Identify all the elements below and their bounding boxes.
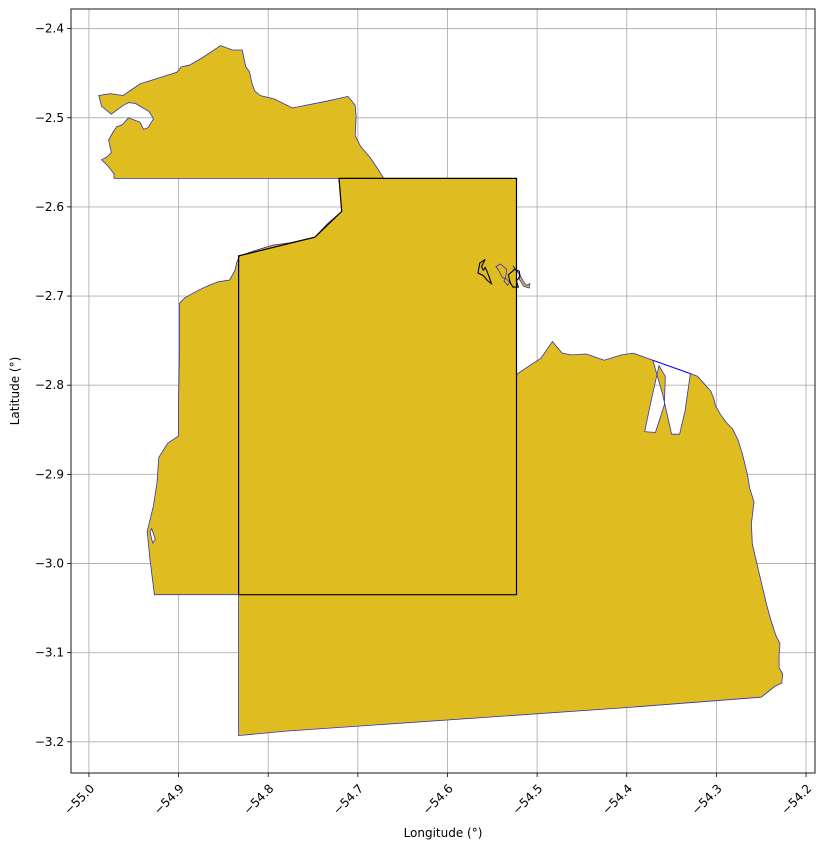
- y-tick-label: −2.9: [35, 467, 64, 481]
- boundary-layer: [238, 177, 521, 596]
- y-tick-label: −2.6: [35, 200, 64, 214]
- boundary-polygon: [238, 177, 518, 596]
- y-axis-label: Latitude (°): [8, 357, 22, 426]
- y-tick-label: −3.1: [35, 646, 64, 660]
- y-tick-label: −2.7: [35, 289, 64, 303]
- municipality-region: [98, 45, 784, 737]
- x-tick-label: −54.7: [330, 781, 366, 817]
- coastline-segment: [652, 359, 691, 375]
- boundary-small-outline: [477, 259, 493, 286]
- x-tick-label: −54.2: [778, 781, 814, 817]
- x-tick-label: −54.4: [599, 781, 635, 817]
- x-tick-label: −54.9: [151, 781, 187, 817]
- y-tick-label: −2.4: [35, 22, 64, 36]
- x-tick-label: −54.3: [689, 781, 725, 817]
- region-island: [495, 263, 511, 287]
- y-tick-label: −3.2: [35, 735, 64, 749]
- y-tick-label: −3.0: [35, 557, 64, 571]
- plot-frame: [70, 8, 816, 774]
- y-tick-label: −2.8: [35, 378, 64, 392]
- x-tick-label: −54.6: [420, 781, 456, 817]
- x-tick-label: −55.0: [61, 781, 97, 817]
- region-layer: [98, 45, 784, 737]
- y-tick-label: −2.5: [35, 111, 64, 125]
- x-tick-label: −54.5: [510, 781, 546, 817]
- x-axis-label: Longitude (°): [404, 826, 483, 840]
- x-tick-label: −54.8: [241, 781, 277, 817]
- region-island: [512, 265, 531, 289]
- boundary-small-outline: [507, 268, 521, 288]
